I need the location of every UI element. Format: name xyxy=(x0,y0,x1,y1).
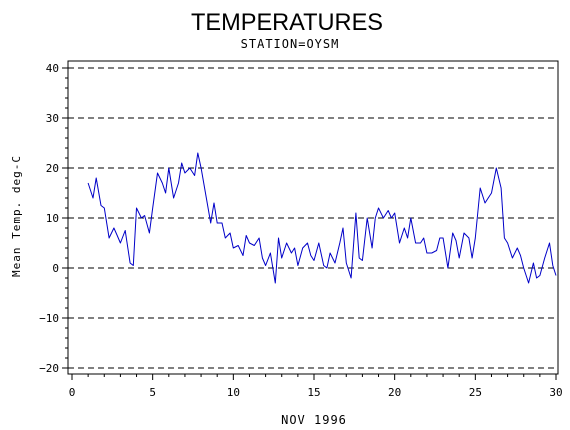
x-tick-label: 5 xyxy=(149,386,156,399)
tick-labels: −20 −10 0 10 20 30 40 0 5 10 15 20 25 30 xyxy=(39,62,563,399)
y-tick-label: 10 xyxy=(46,212,59,225)
x-tick-label: 20 xyxy=(388,386,401,399)
y-tick-label: 20 xyxy=(46,162,59,175)
series-line-0 xyxy=(87,152,557,284)
y-axis-label: Mean Temp. deg-C xyxy=(10,155,23,277)
y-tick-label: 30 xyxy=(46,112,59,125)
x-tick-label: 10 xyxy=(227,386,240,399)
y-tick-label: −10 xyxy=(39,312,59,325)
grid-lines xyxy=(68,67,558,369)
plot-frame xyxy=(67,60,559,375)
x-axis-label: NOV 1996 xyxy=(281,413,347,427)
chart-title: TEMPERATURES xyxy=(191,9,383,36)
x-tick-label: 0 xyxy=(69,386,76,399)
series-layer xyxy=(87,152,557,284)
x-tick-label: 15 xyxy=(307,386,320,399)
y-tick-label: 40 xyxy=(46,62,59,75)
y-tick-label: −20 xyxy=(39,362,59,375)
chart-subtitle: STATION=OYSM xyxy=(241,37,340,51)
x-tick-label: 25 xyxy=(469,386,482,399)
x-tick-label: 30 xyxy=(549,386,562,399)
y-tick-label: 0 xyxy=(52,262,59,275)
